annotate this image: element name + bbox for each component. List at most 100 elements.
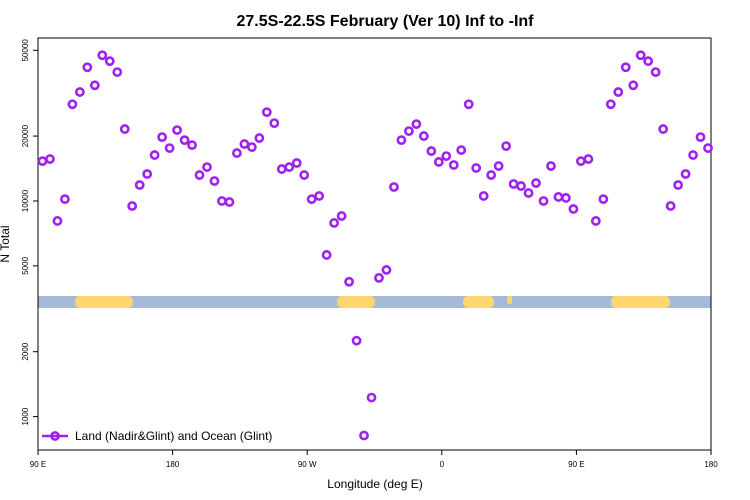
- point: [336, 211, 347, 221]
- point: [67, 99, 78, 110]
- land-band: [463, 296, 494, 308]
- point: [643, 56, 654, 67]
- x-tick-label: 180: [704, 460, 718, 469]
- point: [89, 80, 100, 91]
- point: [104, 56, 115, 67]
- point: [418, 131, 429, 141]
- point: [598, 194, 609, 205]
- chart-title: 27.5S-22.5S February (Ver 10) Inf to -In…: [237, 13, 535, 30]
- point: [441, 151, 452, 161]
- point: [82, 62, 93, 73]
- x-tick-label: 90 E: [568, 460, 584, 469]
- point: [261, 107, 272, 118]
- x-tick-label: 90 W: [298, 460, 317, 469]
- point: [426, 146, 437, 156]
- point: [97, 50, 108, 61]
- point: [134, 180, 145, 190]
- point: [546, 161, 556, 171]
- point: [658, 124, 669, 134]
- plot-frame: [37, 37, 712, 451]
- point: [516, 181, 526, 191]
- y-axis-label: N Total: [0, 225, 12, 262]
- point: [359, 430, 369, 441]
- point: [471, 163, 482, 173]
- point: [688, 150, 698, 160]
- x-tick-label: 0: [440, 460, 445, 469]
- land-band: [507, 296, 512, 304]
- point: [366, 392, 377, 403]
- point: [224, 197, 235, 207]
- point: [568, 204, 579, 214]
- point: [194, 170, 205, 180]
- y-tick-label: 20000: [21, 124, 30, 147]
- point: [127, 201, 138, 211]
- point: [344, 276, 354, 287]
- point: [501, 141, 512, 151]
- point: [179, 135, 190, 146]
- point: [463, 99, 474, 110]
- point: [628, 80, 639, 91]
- point: [590, 216, 601, 226]
- point: [635, 50, 646, 61]
- point: [112, 67, 123, 78]
- point: [381, 265, 392, 275]
- point: [45, 154, 55, 164]
- y-tick-label: 50000: [21, 39, 30, 62]
- point: [403, 126, 414, 137]
- point: [703, 143, 713, 153]
- point: [531, 178, 541, 188]
- land-band: [337, 296, 375, 308]
- point: [172, 125, 182, 135]
- point: [246, 142, 257, 152]
- point: [650, 67, 661, 78]
- point: [486, 170, 497, 180]
- point: [538, 196, 549, 206]
- point: [583, 154, 594, 164]
- point: [299, 170, 310, 180]
- point: [74, 87, 85, 97]
- point: [142, 169, 153, 179]
- point: [306, 194, 317, 205]
- point: [411, 119, 422, 130]
- point: [187, 140, 197, 151]
- point: [321, 250, 332, 260]
- point: [389, 182, 399, 192]
- point: [60, 194, 70, 205]
- point: [665, 201, 676, 211]
- point: [605, 99, 616, 110]
- y-tick-label: 5000: [21, 256, 30, 274]
- point: [284, 162, 295, 172]
- point: [478, 191, 489, 201]
- point: [396, 135, 407, 146]
- land-ocean-strip: [38, 296, 711, 308]
- legend-marker: [50, 431, 60, 441]
- point: [433, 157, 444, 167]
- y-tick-label: 10000: [21, 189, 30, 212]
- point: [448, 160, 459, 170]
- point: [254, 133, 265, 143]
- point: [620, 62, 631, 73]
- point: [314, 191, 325, 201]
- y-tick-label: 1000: [21, 407, 30, 425]
- point: [456, 145, 467, 155]
- legend-label: Land (Nadir&Glint) and Ocean (Glint): [75, 429, 272, 443]
- point: [351, 335, 362, 346]
- point: [291, 158, 302, 168]
- land-band: [611, 296, 670, 308]
- point: [52, 216, 63, 226]
- point: [119, 124, 130, 134]
- point: [673, 180, 683, 190]
- point: [157, 132, 168, 143]
- point: [561, 193, 571, 203]
- land-band: [75, 296, 133, 308]
- point: [374, 272, 384, 283]
- point: [493, 161, 504, 171]
- point: [164, 143, 175, 153]
- x-axis-label: Longitude (deg E): [327, 477, 422, 491]
- y-tick-label: 2000: [21, 342, 30, 360]
- point: [329, 218, 340, 228]
- point: [209, 176, 220, 186]
